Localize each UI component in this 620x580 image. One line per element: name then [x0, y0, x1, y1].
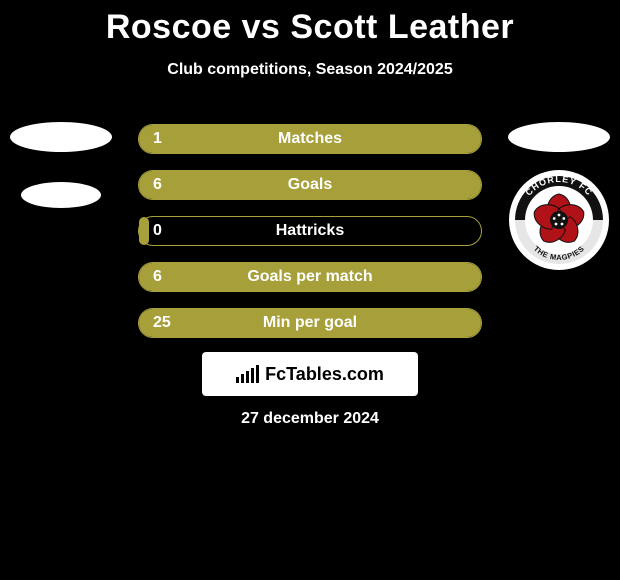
stat-label: Goals per match [139, 268, 481, 286]
logo-bars-icon [236, 365, 259, 383]
left-badge-group [10, 122, 112, 208]
date-text: 27 december 2024 [0, 410, 620, 428]
logo-text: FcTables.com [265, 364, 384, 385]
left-placeholder-ellipse-2 [21, 182, 101, 208]
subtitle: Club competitions, Season 2024/2025 [0, 61, 620, 79]
club-crest-svg: CHORLEY FC THE MAGPIES [509, 170, 609, 270]
fctables-logo: FcTables.com [202, 352, 418, 396]
stat-bar: 25Min per goal [138, 308, 482, 338]
stat-label: Min per goal [139, 314, 481, 332]
stat-label: Hattricks [139, 222, 481, 240]
right-badge-group: CHORLEY FC THE MAGPIES [508, 122, 610, 270]
right-placeholder-ellipse [508, 122, 610, 152]
stat-bar: 6Goals [138, 170, 482, 200]
page-title: Roscoe vs Scott Leather [0, 0, 620, 47]
stat-bar: 6Goals per match [138, 262, 482, 292]
club-crest: CHORLEY FC THE MAGPIES [509, 170, 609, 270]
stat-bar: 1Matches [138, 124, 482, 154]
stat-bar: 0Hattricks [138, 216, 482, 246]
stats-list: 1Matches 6Goals 0Hattricks 6Goals per match… [138, 124, 482, 338]
stat-label: Goals [139, 176, 481, 194]
left-placeholder-ellipse-1 [10, 122, 112, 152]
stat-label: Matches [139, 130, 481, 148]
